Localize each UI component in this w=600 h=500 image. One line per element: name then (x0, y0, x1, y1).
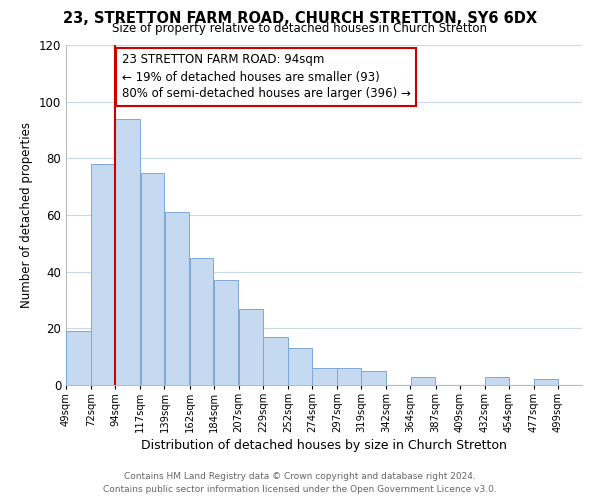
Text: 23 STRETTON FARM ROAD: 94sqm
← 19% of detached houses are smaller (93)
80% of se: 23 STRETTON FARM ROAD: 94sqm ← 19% of de… (122, 54, 410, 100)
Bar (164, 212, 189, 385)
Bar (91, 164, 115, 385)
Bar (190, 258, 214, 385)
X-axis label: Distribution of detached houses by size in Church Stretton: Distribution of detached houses by size … (141, 440, 507, 452)
Bar (239, 308, 263, 385)
Bar (337, 368, 361, 385)
Bar (312, 368, 337, 385)
Text: Size of property relative to detached houses in Church Stretton: Size of property relative to detached ho… (113, 22, 487, 35)
Bar (361, 371, 386, 385)
Bar (534, 380, 558, 385)
Bar (214, 280, 238, 385)
Text: 23, STRETTON FARM ROAD, CHURCH STRETTON, SY6 6DX: 23, STRETTON FARM ROAD, CHURCH STRETTON,… (63, 11, 537, 26)
Bar (66, 331, 91, 385)
Bar (485, 376, 509, 385)
Bar (263, 337, 287, 385)
Bar (410, 376, 435, 385)
Text: Contains HM Land Registry data © Crown copyright and database right 2024.
Contai: Contains HM Land Registry data © Crown c… (103, 472, 497, 494)
Y-axis label: Number of detached properties: Number of detached properties (20, 122, 33, 308)
Bar (115, 118, 140, 385)
Bar (288, 348, 312, 385)
Bar (140, 172, 164, 385)
